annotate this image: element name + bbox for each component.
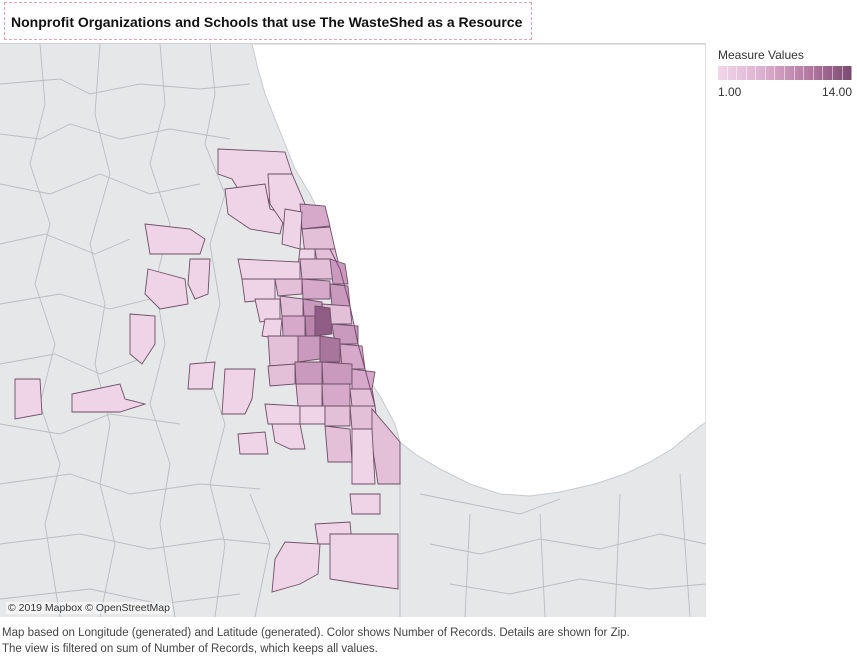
zip-region[interactable] xyxy=(295,383,323,407)
legend-color-ramp xyxy=(718,66,853,80)
zip-region[interactable] xyxy=(304,315,316,337)
zip-region[interactable] xyxy=(274,278,303,297)
zip-region[interactable] xyxy=(281,208,303,250)
zip-region[interactable] xyxy=(221,368,256,415)
zip-region[interactable] xyxy=(14,378,43,420)
map-caption: Map based on Longitude (generated) and L… xyxy=(2,625,630,657)
caption-line-1: Map based on Longitude (generated) and L… xyxy=(2,627,630,639)
zip-region[interactable] xyxy=(271,541,321,593)
zip-region[interactable] xyxy=(319,335,341,363)
zip-boundaries xyxy=(0,44,706,617)
zip-region[interactable] xyxy=(314,305,333,337)
zip-region[interactable] xyxy=(71,383,147,413)
zip-region[interactable] xyxy=(271,423,306,450)
caption-line-2: The view is filtered on sum of Number of… xyxy=(2,643,378,655)
zip-region[interactable] xyxy=(241,278,276,303)
zip-region[interactable] xyxy=(224,183,286,235)
zip-region[interactable] xyxy=(281,315,306,337)
zip-region[interactable] xyxy=(299,203,331,230)
zip-region[interactable] xyxy=(279,295,304,317)
zip-region[interactable] xyxy=(187,258,211,300)
zip-region[interactable] xyxy=(237,258,301,280)
zip-region[interactable] xyxy=(144,223,206,255)
zip-region[interactable] xyxy=(299,405,326,425)
zip-region[interactable] xyxy=(324,425,353,463)
zip-region[interactable] xyxy=(144,268,189,310)
zip-region[interactable] xyxy=(351,428,376,485)
zip-region[interactable] xyxy=(321,383,351,407)
legend-min-label: 1.00 xyxy=(718,85,742,99)
shoreline xyxy=(329,248,376,407)
zip-region[interactable] xyxy=(301,278,331,300)
zip-region[interactable] xyxy=(264,403,301,425)
color-legend[interactable]: Measure Values 1.00 14.00 xyxy=(718,48,854,99)
zip-region[interactable] xyxy=(294,361,323,385)
title-box: Nonprofit Organizations and Schools that… xyxy=(4,2,532,40)
map-canvas[interactable] xyxy=(0,44,706,617)
map-attribution[interactable]: © 2019 Mapbox © OpenStreetMap xyxy=(6,602,172,614)
zip-region[interactable] xyxy=(237,431,269,455)
zip-region[interactable] xyxy=(267,363,296,387)
zip-regions[interactable] xyxy=(14,148,401,593)
legend-max-label: 14.00 xyxy=(821,85,852,99)
zip-region[interactable] xyxy=(129,313,156,365)
zip-region[interactable] xyxy=(351,368,376,390)
zip-region[interactable] xyxy=(267,335,299,367)
zip-region[interactable] xyxy=(321,361,353,385)
map-view[interactable]: © 2019 Mapbox © OpenStreetMap xyxy=(0,43,706,617)
zip-region[interactable] xyxy=(187,361,216,390)
zip-region[interactable] xyxy=(297,335,321,363)
zip-region[interactable] xyxy=(329,533,399,590)
zip-region[interactable] xyxy=(299,258,336,280)
map-title: Nonprofit Organizations and Schools that… xyxy=(11,14,523,30)
zip-region[interactable] xyxy=(329,258,349,285)
zip-region[interactable] xyxy=(324,405,351,427)
zip-region[interactable] xyxy=(349,493,381,515)
legend-title: Measure Values xyxy=(718,48,804,62)
lake-michigan xyxy=(251,44,706,497)
